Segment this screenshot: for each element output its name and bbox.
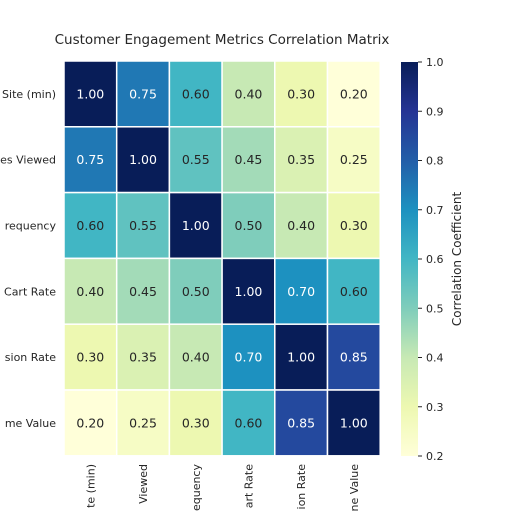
colorbar-tick-label: 0.4 [426,352,444,365]
heatmap-cell [221,323,276,391]
row-label: requency [5,220,57,233]
heatmap-cell [63,60,118,128]
cell-value-label: 1.00 [340,415,368,430]
heatmap-cell [221,389,276,457]
heatmap-cell [274,323,329,391]
cell-value-label: 0.40 [76,284,104,299]
cell-value-label: 0.60 [182,86,210,101]
cell-value-label: 0.35 [287,152,315,167]
cell-value-label: 1.00 [76,86,104,101]
heatmap-cell [326,126,381,194]
row-label: sion Rate [5,351,56,364]
cell-value-label: 0.40 [235,86,263,101]
heatmap-cell [168,323,223,391]
cell-value-label: 0.30 [340,218,368,233]
colorbar-tick-label: 0.8 [426,155,444,168]
cell-value-label: 0.50 [182,284,210,299]
cell-value-label: 1.00 [129,152,157,167]
cell-value-label: 0.75 [76,152,104,167]
cell-value-label: 0.30 [182,415,210,430]
heatmap-cell [115,126,171,194]
colorbar-ticks: 0.2 0.3 0.4 0.5 0.6 0.7 0.8 0.9 1.0 [418,56,444,463]
colorbar-tick-label: 0.3 [426,401,444,414]
heatmap-cell [63,257,118,325]
cell-value-label: 0.45 [235,152,263,167]
cell-value-label: 0.40 [287,218,315,233]
cell-value-label: 0.55 [129,218,157,233]
heatmap-cell [63,389,118,457]
heatmap-cells: 1.00 0.75 0.60 0.40 0.30 0.20 0.75 1.00 0.55 0.45… [63,60,381,457]
cell-value-label: 0.20 [76,415,104,430]
heatmap-cell [274,191,329,260]
cell-value-label: 0.60 [235,415,263,430]
colorbar-tick-label: 0.2 [426,450,444,463]
cell-value-label: 0.70 [287,284,315,299]
cell-value-label: 1.00 [235,284,263,299]
column-label: art Rate [242,464,255,509]
row-labels: Site (min) es Viewed requency Cart Rate sion… [0,88,56,430]
heatmap-cell [274,389,329,457]
column-label: ne Value [348,464,361,512]
cell-value-label: 0.70 [235,350,263,365]
heatmap-cell [221,126,276,194]
column-label: te (min) [84,464,97,508]
cell-value-label: 0.45 [129,284,157,299]
column-label: Viewed [137,464,150,504]
heatmap-cell [326,191,381,260]
heatmap-cell [168,257,223,325]
chart-title: Customer Engagement Metrics Correlation … [55,32,390,48]
cell-value-label: 0.60 [76,218,104,233]
heatmap-cell [326,257,381,325]
colorbar [401,62,418,456]
cell-value-label: 1.00 [287,350,315,365]
column-labels: te (min) Viewed equency art Rate ion Rate ne … [84,464,361,512]
heatmap-cell [221,257,276,325]
cell-value-label: 0.40 [182,350,210,365]
heatmap-cell [115,60,171,128]
row-label: es Viewed [0,154,56,167]
heatmap-cell [221,191,276,260]
heatmap-cell [115,257,171,325]
cell-value-label: 0.85 [287,415,315,430]
row-label: Cart Rate [4,285,56,298]
cell-value-label: 1.00 [182,218,210,233]
heatmap-cell [326,389,381,457]
colorbar-label: Correlation Coefficient [450,192,464,327]
column-label: equency [190,464,203,512]
cell-value-label: 0.50 [235,218,263,233]
heatmap-cell [115,191,171,260]
cell-value-label: 0.75 [129,86,157,101]
cell-value-label: 0.30 [76,350,104,365]
colorbar-tick-label: 1.0 [426,56,444,69]
heatmap-cell [274,257,329,325]
heatmap-cell [326,323,381,391]
row-label: Site (min) [2,88,56,101]
cell-value-label: 0.25 [340,152,368,167]
column-label: ion Rate [295,464,308,510]
heatmap-cell [326,60,381,128]
colorbar-tick-label: 0.7 [426,204,444,217]
cell-value-label: 0.85 [340,350,368,365]
cell-value-label: 0.30 [287,86,315,101]
row-label: me Value [5,417,56,430]
cell-value-label: 0.20 [340,86,368,101]
colorbar-tick-label: 0.9 [426,105,444,118]
colorbar-tick-label: 0.5 [426,302,444,315]
colorbar-tick-label: 0.6 [426,253,444,266]
cell-value-label: 0.55 [182,152,210,167]
cell-value-label: 0.60 [340,284,368,299]
cell-value-label: 0.25 [129,415,157,430]
cell-value-label: 0.35 [129,350,157,365]
